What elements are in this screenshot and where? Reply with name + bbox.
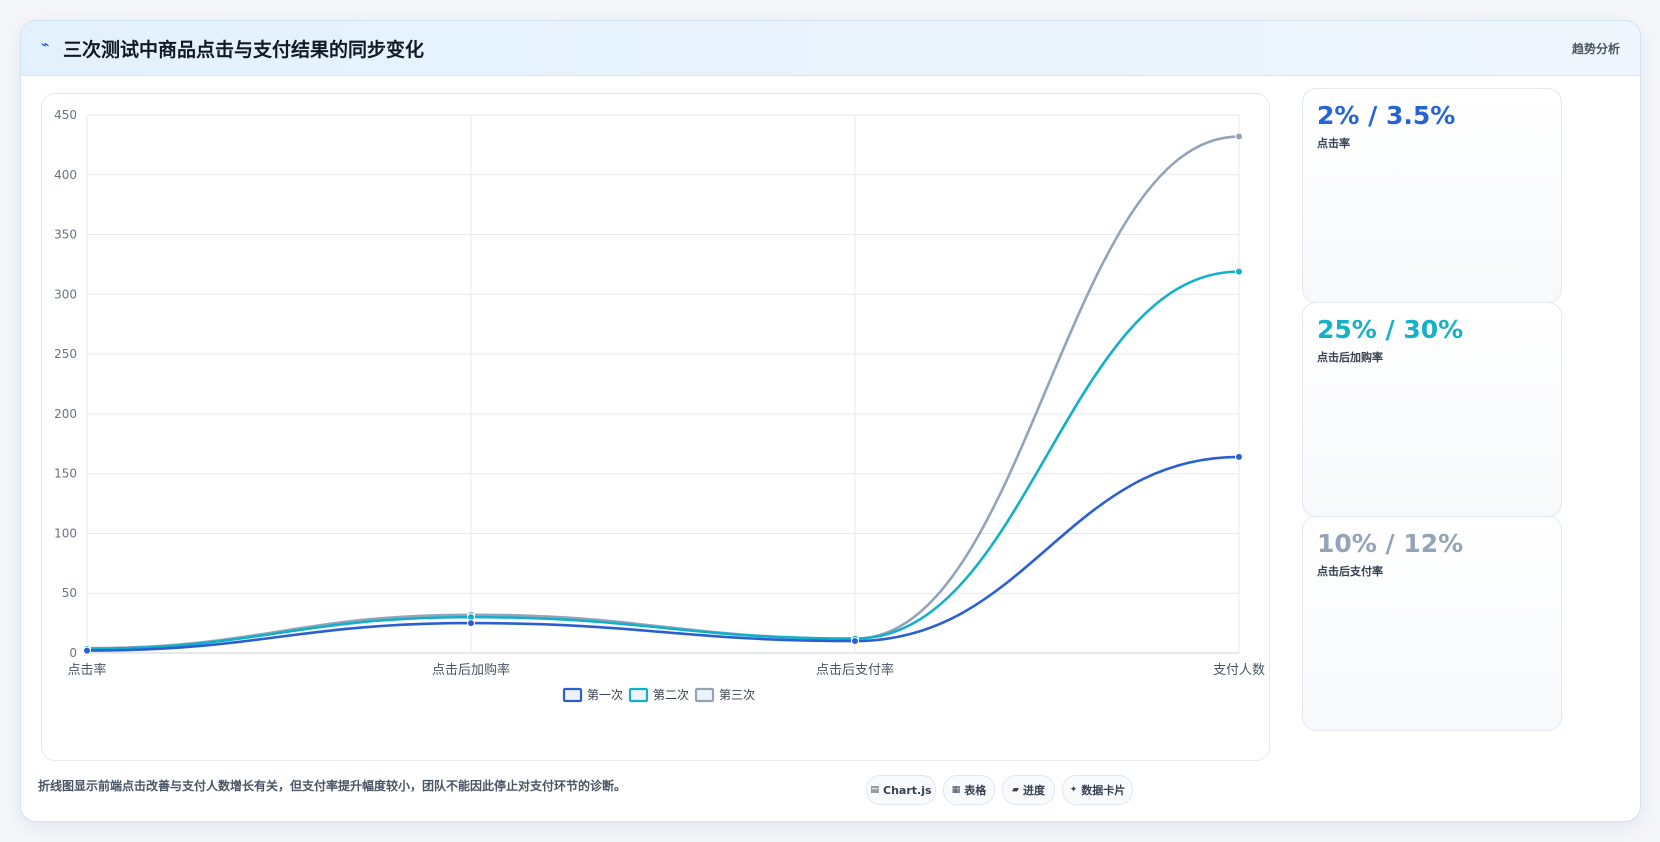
chart-icon: ▤ bbox=[870, 785, 879, 795]
card-label: 点击后加购率 bbox=[1317, 351, 1383, 364]
chip-label: 进度 bbox=[1022, 784, 1045, 797]
analysis-panel: ⌁ 三次测试中商品点击与支付结果的同步变化 趋势分析 0 50 100 150 200 2… bbox=[20, 20, 1641, 822]
legend-label: 第二次 bbox=[653, 688, 689, 702]
series-line bbox=[86, 455, 1240, 652]
data-point bbox=[1235, 267, 1243, 276]
y-tick-label: 300 bbox=[54, 287, 77, 301]
chart-svg: 0 50 100 150 200 250 300 350 400 450 点击率 点击后加购率 点击后支… bbox=[54, 108, 1265, 703]
series-line bbox=[86, 135, 1240, 650]
data-point bbox=[1235, 452, 1243, 461]
trend-icon: ⌁ bbox=[41, 37, 50, 53]
panel-header: ⌁ 三次测试中商品点击与支付结果的同步变化 趋势分析 bbox=[21, 21, 1640, 76]
y-tick-label: 50 bbox=[62, 586, 77, 600]
x-tick-label: 点击后支付率 bbox=[816, 662, 894, 678]
page-title: 三次测试中商品点击与支付结果的同步变化 bbox=[63, 39, 425, 61]
metric-card-click-rate: 2% / 3.5% 点击率 bbox=[1302, 88, 1562, 303]
legend-label: 第一次 bbox=[587, 688, 623, 702]
legend-swatch bbox=[628, 687, 649, 703]
y-tick-label: 350 bbox=[54, 228, 77, 242]
chip-data-cards[interactable]: ✦ 数据卡片 bbox=[1062, 775, 1133, 805]
legend-swatch bbox=[694, 687, 715, 703]
chart-footnote: 折线图显示前端点击改善与支付人数增长有关，但支付率提升幅度较小，团队不能因此停止… bbox=[38, 779, 627, 793]
header-tag: 趋势分析 bbox=[1571, 42, 1620, 56]
x-tick-label: 点击率 bbox=[67, 662, 106, 678]
y-tick-label: 400 bbox=[54, 168, 77, 182]
chip-label: 数据卡片 bbox=[1081, 784, 1126, 797]
y-tick-label: 200 bbox=[54, 407, 77, 421]
card-label: 点击率 bbox=[1317, 137, 1350, 150]
table-icon: ▦ bbox=[951, 785, 961, 795]
progress-icon: ▰ bbox=[1012, 785, 1019, 795]
data-point bbox=[83, 646, 91, 655]
x-tick-label: 支付人数 bbox=[1213, 663, 1265, 678]
data-point bbox=[467, 619, 475, 628]
data-point bbox=[1235, 132, 1243, 141]
sparkle-icon: ✦ bbox=[1069, 785, 1078, 795]
data-point bbox=[851, 637, 859, 646]
legend-swatch bbox=[562, 687, 583, 703]
card-value: 25% / 30% bbox=[1317, 315, 1464, 344]
card-value: 10% / 12% bbox=[1317, 529, 1464, 558]
y-tick-label: 250 bbox=[54, 347, 77, 361]
chip-label: Chart.js bbox=[883, 783, 932, 797]
chip-chartjs[interactable]: ▤ Chart.js bbox=[866, 775, 936, 805]
chip-progress[interactable]: ▰ 进度 bbox=[1002, 775, 1055, 805]
x-tick-label: 点击后加购率 bbox=[432, 662, 510, 678]
y-tick-label: 100 bbox=[54, 526, 77, 540]
metric-card-pay-rate: 10% / 12% 点击后支付率 bbox=[1302, 516, 1562, 731]
card-value: 2% / 3.5% bbox=[1317, 101, 1456, 130]
metric-card-add-cart-rate: 25% / 30% 点击后加购率 bbox=[1302, 302, 1562, 517]
legend-label: 第三次 bbox=[719, 688, 755, 702]
y-tick-label: 150 bbox=[54, 467, 77, 481]
y-tick-label: 0 bbox=[69, 646, 77, 660]
series-line bbox=[86, 270, 1240, 651]
card-label: 点击后支付率 bbox=[1317, 565, 1383, 578]
y-tick-label: 450 bbox=[54, 108, 77, 122]
chip-label: 表格 bbox=[964, 784, 987, 797]
line-chart: 0 50 100 150 200 250 300 350 400 450 点击率 点击后加购率 点击后支… bbox=[41, 93, 1270, 761]
chip-table[interactable]: ▦ 表格 bbox=[943, 775, 995, 805]
